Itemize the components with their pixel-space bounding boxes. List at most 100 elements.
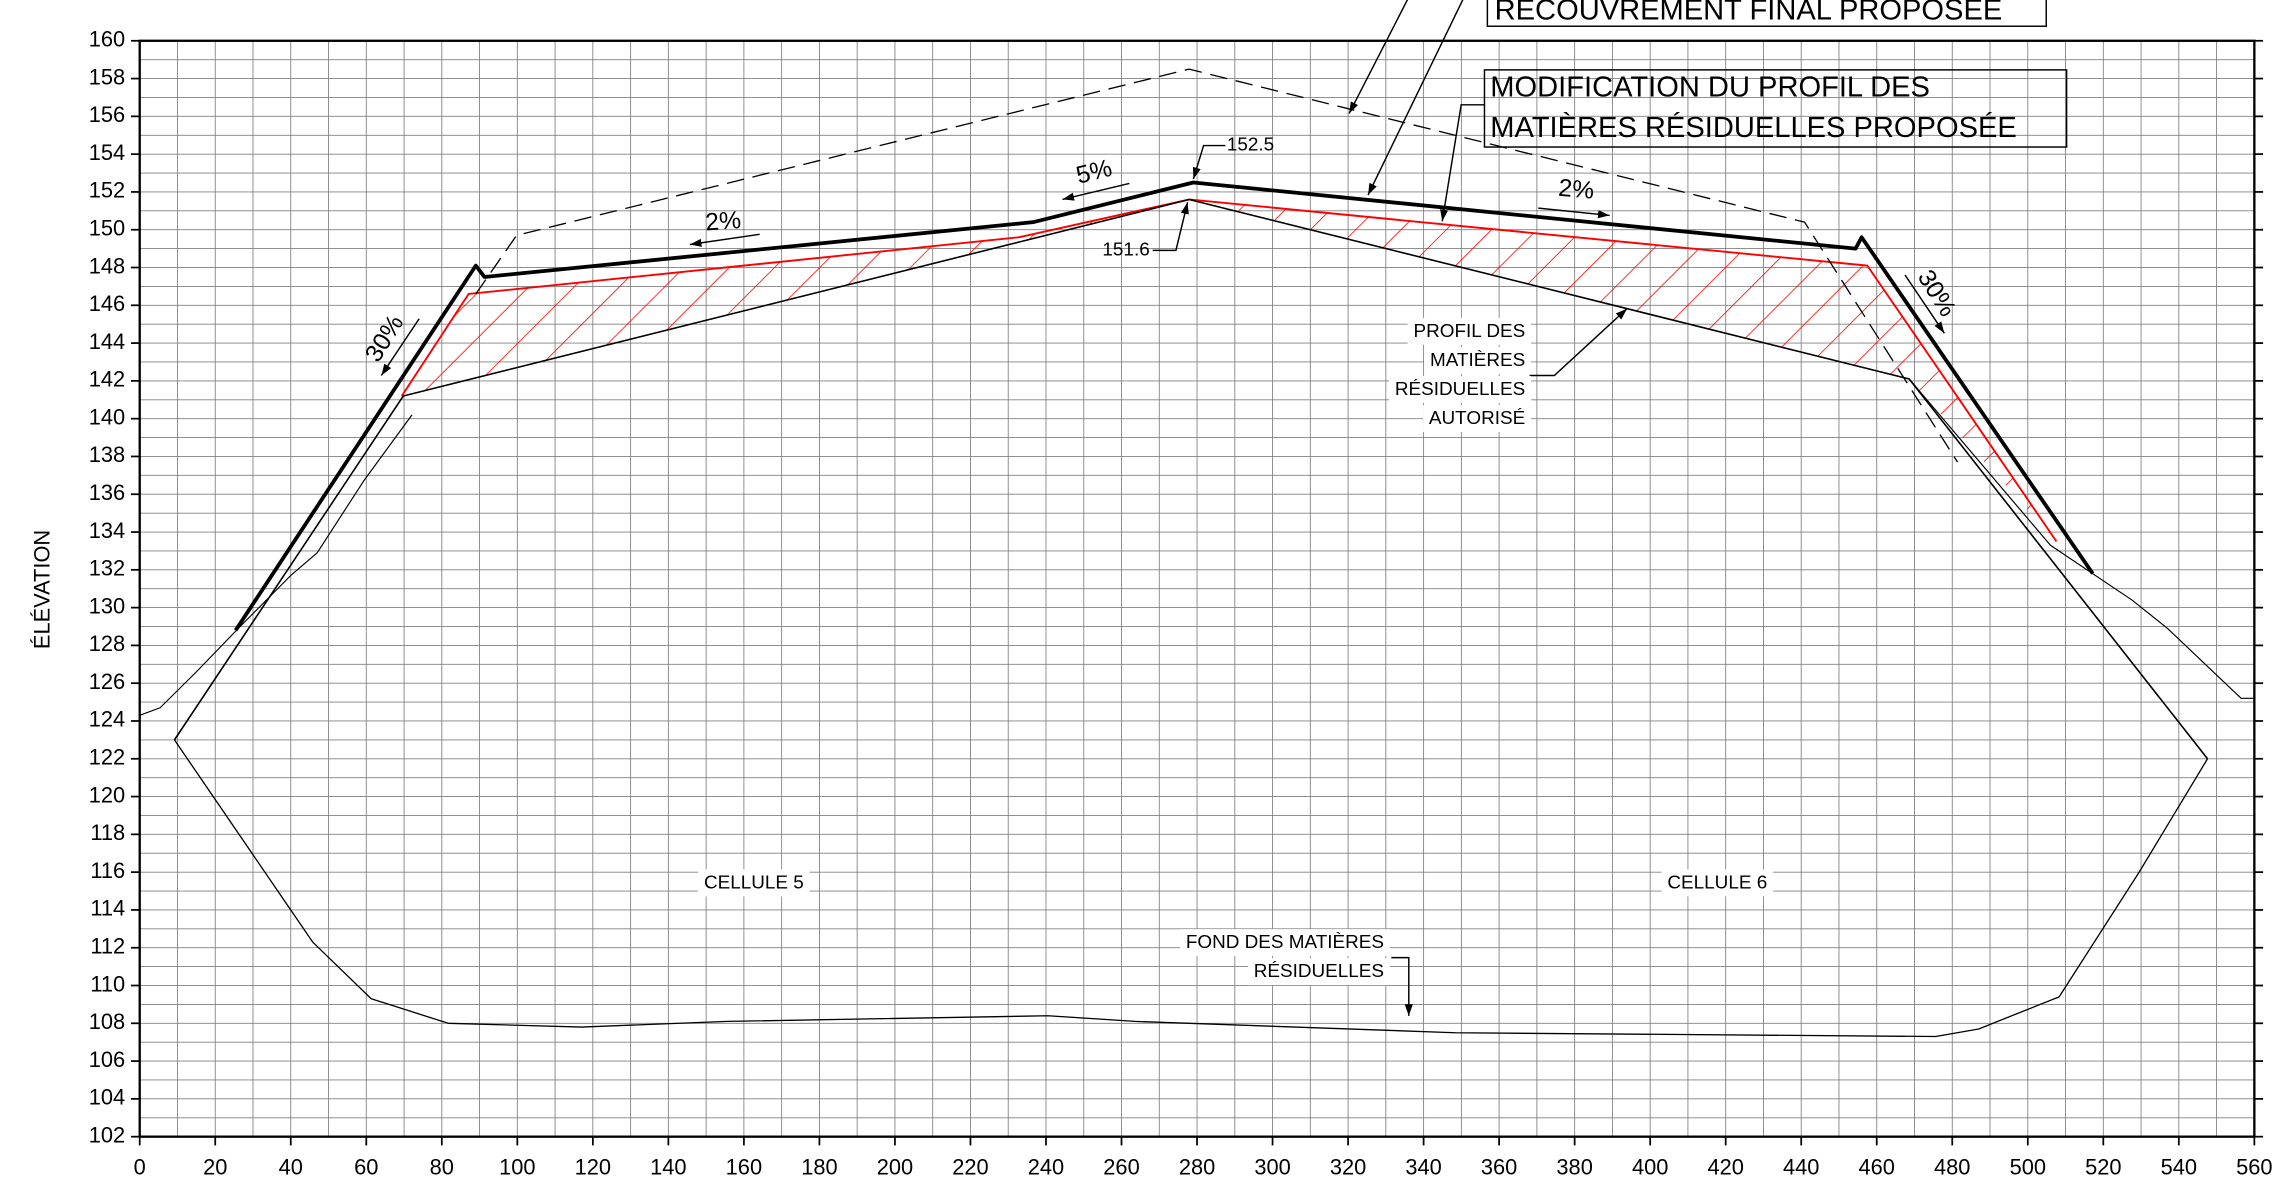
x-tick-label: 440: [1783, 1154, 1819, 1179]
y-tick-label: 124: [89, 707, 125, 732]
x-tick-label: 500: [2010, 1154, 2046, 1179]
y-tick-label: 128: [89, 631, 125, 656]
slope-label: 2%: [1557, 175, 1595, 205]
y-tick-label: 112: [90, 933, 125, 958]
profile-line: [475, 68, 1959, 463]
y-tick-label: 148: [89, 253, 125, 278]
profile-line: [1908, 378, 2255, 699]
profile-line: [139, 414, 413, 716]
x-tick-label: 100: [499, 1154, 535, 1179]
leader-line: [1062, 182, 1130, 201]
y-axis-label: ÉLÉVATION: [29, 530, 54, 649]
annotation: AUTORISÉ: [1429, 408, 1525, 429]
x-tick-label: 80: [430, 1154, 454, 1179]
x-tick-label: 520: [2085, 1154, 2121, 1179]
x-tick-label: 320: [1330, 1154, 1366, 1179]
y-tick-label: 136: [89, 480, 125, 505]
y-tick-label: 138: [89, 442, 125, 467]
annotation-box: [1483, 69, 2068, 148]
x-tick-label: 140: [650, 1154, 686, 1179]
leader-line: [1529, 308, 1628, 377]
x-tick-label: 560: [2236, 1154, 2272, 1179]
x-tick-label: 260: [1103, 1154, 1139, 1179]
label-background: [1424, 347, 1532, 374]
x-tick-label: 480: [1934, 1154, 1970, 1179]
y-tick-label: 106: [89, 1047, 125, 1072]
x-tick-label: 340: [1405, 1154, 1441, 1179]
y-tick-label: 160: [89, 27, 125, 52]
x-tick-label: 380: [1556, 1154, 1592, 1179]
leader-line: [1904, 274, 1945, 334]
x-tick-label: 280: [1179, 1154, 1215, 1179]
profile-line: [173, 739, 2209, 1038]
hatch-area: [401, 199, 2057, 542]
leader-line: [1192, 144, 1226, 180]
label-background: [1423, 405, 1532, 433]
label-background: [1407, 317, 1532, 345]
y-tick-label: 158: [89, 64, 125, 89]
x-tick-label: 40: [279, 1154, 303, 1179]
x-tick-label: 460: [1859, 1154, 1895, 1179]
leader-line: [1391, 956, 1413, 1016]
x-tick-label: 300: [1254, 1154, 1290, 1179]
y-tick-label: 156: [89, 102, 125, 127]
y-tick-label: 134: [89, 518, 125, 543]
label-background: [1661, 869, 1774, 897]
x-tick-label: 180: [801, 1154, 837, 1179]
y-tick-label: 102: [89, 1122, 125, 1147]
annotation: MATIÈRES RÉSIDUELLES PROPOSÉE: [1490, 111, 2017, 144]
leader-line: [1367, 0, 1464, 196]
leader-line: [1440, 104, 1485, 222]
y-tick-label: 120: [89, 782, 125, 807]
y-tick-label: 114: [90, 896, 125, 921]
label-background: [1247, 958, 1390, 986]
y-tick-label: 152: [89, 178, 125, 203]
label-background: [1180, 929, 1390, 957]
annotation: MATIÈRES: [1430, 350, 1525, 371]
x-tick-label: 400: [1632, 1154, 1668, 1179]
y-tick-label: 146: [89, 291, 125, 316]
x-tick-label: 60: [354, 1154, 378, 1179]
annotation: RÉSIDUELLES: [1395, 379, 1525, 400]
y-tick-label: 140: [89, 404, 125, 429]
y-tick-label: 150: [89, 215, 125, 240]
y-tick-label: 130: [89, 593, 125, 618]
x-tick-label: 540: [2161, 1154, 2197, 1179]
slope-label: 2%: [704, 207, 742, 236]
x-tick-label: 200: [877, 1154, 913, 1179]
y-tick-label: 126: [89, 669, 125, 694]
annotation: RECOUVREMENT FINAL PROPOSÉE: [1495, 0, 2003, 26]
y-tick-label: 142: [89, 367, 125, 392]
annotation: CELLULE 5: [704, 872, 804, 893]
y-tick-label: 144: [89, 329, 125, 354]
x-tick-label: 420: [1707, 1154, 1743, 1179]
x-tick-label: 220: [952, 1154, 988, 1179]
y-tick-label: 154: [89, 140, 125, 165]
x-tick-label: 120: [575, 1154, 611, 1179]
y-tick-label: 118: [90, 820, 125, 845]
y-tick-label: 110: [90, 971, 125, 996]
x-tick-label: 20: [203, 1154, 227, 1179]
annotation: RÉSIDUELLES: [1254, 961, 1384, 982]
annotation: MODIFICATION DU PROFIL DES: [1490, 71, 1930, 103]
leader-line: [1152, 202, 1189, 252]
elevation-label: 152.5: [1227, 135, 1274, 156]
y-tick-label: 122: [89, 745, 125, 770]
leader-line: [1348, 0, 1409, 114]
leader-line: [689, 233, 760, 247]
x-tick-label: 240: [1028, 1154, 1064, 1179]
y-tick-label: 108: [89, 1009, 125, 1034]
leader-line: [380, 318, 420, 376]
label-background: [698, 869, 810, 897]
annotation: FOND DES MATIÈRES: [1186, 932, 1384, 953]
profile-line: [173, 198, 2209, 760]
leader-line: [1538, 207, 1610, 219]
annotation: CELLULE 6: [1667, 872, 1767, 893]
annotation-box: [1486, 0, 2047, 27]
x-tick-label: 0: [134, 1154, 146, 1179]
y-tick-label: 132: [89, 556, 125, 581]
